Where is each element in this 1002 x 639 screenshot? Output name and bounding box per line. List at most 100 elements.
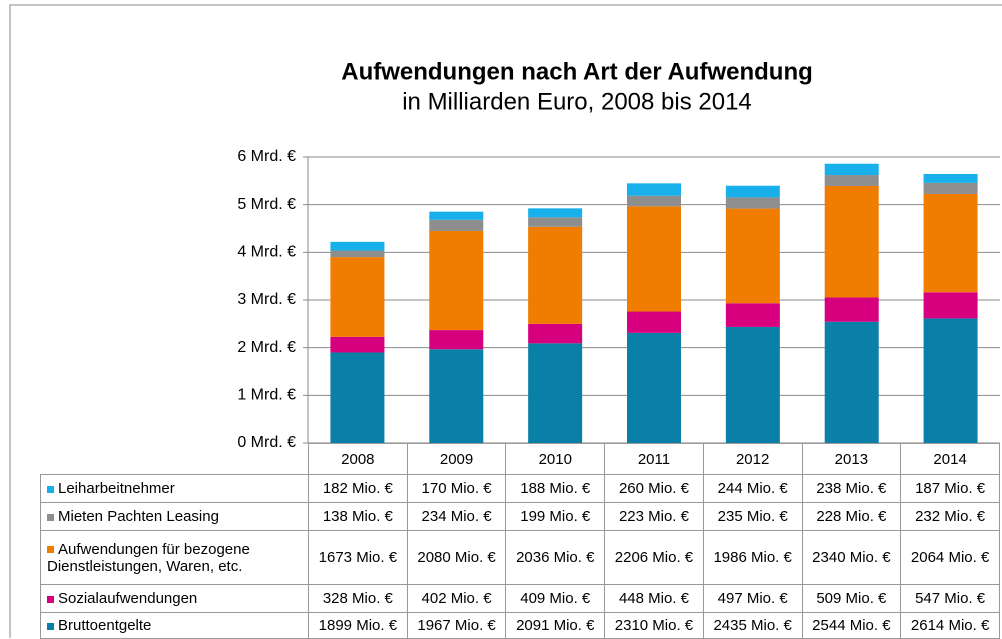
- bar-segment: [725, 197, 780, 209]
- bar-segment: [330, 336, 385, 353]
- table-value: 138 Mio. €: [308, 502, 408, 531]
- bar-segment: [528, 208, 583, 218]
- table-value: 238 Mio. €: [801, 474, 902, 503]
- header-row: 2008 2009 2010 2011 2012 2013 2014: [41, 443, 1000, 475]
- bar-segment: [824, 321, 879, 443]
- bar-segment: [429, 219, 484, 231]
- y-tick-label: 2 Mrd. €: [237, 339, 296, 356]
- bar-segment: [429, 330, 484, 350]
- legend-label: Mieten Pachten Leasing: [58, 508, 219, 525]
- bar-segment: [824, 163, 879, 176]
- x-tick-label: 2012: [702, 443, 803, 475]
- table-value: 497 Mio. €: [702, 584, 803, 613]
- y-tick-label: 1 Mrd. €: [237, 387, 296, 404]
- bar-segment: [923, 193, 978, 293]
- table-value: 2206 Mio. €: [604, 530, 704, 585]
- table-value: 260 Mio. €: [604, 474, 704, 503]
- table-value: 232 Mio. €: [900, 502, 1000, 531]
- table-value: 187 Mio. €: [900, 474, 1000, 503]
- blank-cell: [41, 444, 309, 475]
- table-value: 2036 Mio. €: [505, 530, 606, 585]
- y-tick-label: 6 Mrd. €: [237, 148, 296, 165]
- x-tick-label: 2008: [308, 443, 408, 475]
- table-row: Aufwendungen für bezogene Dienstleistung…: [40, 530, 1000, 585]
- table-value: 2614 Mio. €: [900, 612, 1000, 639]
- legend-key: [47, 546, 54, 554]
- bar-segment: [725, 208, 780, 304]
- legend-key: [47, 595, 54, 603]
- table-row: Mieten Pachten Leasing 138 Mio. €234 Mio.…: [40, 502, 1000, 531]
- bar-segment: [923, 292, 978, 319]
- table-value: 235 Mio. €: [702, 502, 803, 531]
- y-tick-label: 0 Mrd. €: [237, 434, 296, 451]
- bar-segment: [330, 257, 385, 337]
- table-value: 2310 Mio. €: [604, 612, 704, 639]
- table-value: 448 Mio. €: [604, 584, 704, 613]
- table-value: 402 Mio. €: [406, 584, 507, 613]
- table-value: 2340 Mio. €: [801, 530, 902, 585]
- legend-key: [47, 622, 54, 630]
- bar-segment: [528, 217, 583, 227]
- x-tick-label: 2013: [801, 443, 902, 475]
- x-tick-label: 2014: [900, 443, 1000, 475]
- bar-segment: [627, 206, 681, 312]
- table-value: 1986 Mio. €: [702, 530, 803, 585]
- bar-segment: [824, 297, 879, 322]
- bar-segment: [725, 185, 780, 198]
- table-value: 547 Mio. €: [900, 584, 1000, 613]
- table-value: 170 Mio. €: [406, 474, 507, 503]
- table-value: 223 Mio. €: [604, 502, 704, 531]
- table-value: 228 Mio. €: [801, 502, 902, 531]
- bar-segment: [330, 241, 385, 251]
- legend-key: [47, 513, 54, 521]
- bar-segment: [923, 318, 978, 443]
- bar-segment: [429, 349, 484, 443]
- table-value: 2080 Mio. €: [406, 530, 507, 585]
- bar-segment: [627, 311, 681, 333]
- bar-segment: [824, 185, 879, 298]
- x-tick-label: 2010: [505, 443, 606, 475]
- y-tick-label: 4 Mrd. €: [237, 244, 296, 261]
- y-tick-label: 5 Mrd. €: [237, 196, 296, 213]
- bar-segment: [627, 195, 681, 207]
- legend-key: [47, 485, 54, 493]
- legend-label: Leiharbeitnehmer: [58, 480, 175, 497]
- bar-segment: [330, 250, 385, 258]
- bar-segment: [923, 182, 978, 194]
- data-table: 2008 2009 2010 2011 2012 2013 2014 Leiharbeitne…: [40, 443, 1000, 639]
- table-value: 188 Mio. €: [505, 474, 606, 503]
- table-value: 328 Mio. €: [308, 584, 408, 613]
- legend-cell: Mieten Pachten Leasing: [40, 502, 309, 531]
- bar-segment: [528, 343, 583, 443]
- bar-segment: [429, 211, 484, 220]
- table-value: 2091 Mio. €: [505, 612, 606, 639]
- legend-cell: Aufwendungen für bezogene Dienstleistung…: [40, 530, 309, 585]
- x-tick-label: 2011: [604, 443, 704, 475]
- bar-segment: [627, 332, 681, 443]
- table-value: 509 Mio. €: [801, 584, 902, 613]
- legend-label: Sozialaufwendungen: [58, 590, 198, 607]
- bar-segment: [725, 326, 780, 443]
- table-value: 2064 Mio. €: [900, 530, 1000, 585]
- table-value: 182 Mio. €: [308, 474, 408, 503]
- legend-cell: Sozialaufwendungen: [40, 584, 309, 613]
- table-value: 234 Mio. €: [406, 502, 507, 531]
- table-value: 1673 Mio. €: [308, 530, 408, 585]
- table-value: 1967 Mio. €: [406, 612, 507, 639]
- bar-segment: [528, 323, 583, 344]
- chart-border: [9, 4, 1002, 638]
- legend-label: Aufwendungen für bezogene Dienstleistung…: [47, 540, 250, 575]
- bar-segment: [330, 352, 385, 443]
- legend-cell: Bruttoentgelte: [40, 612, 309, 639]
- bar-segment: [528, 226, 583, 324]
- table-value: 2544 Mio. €: [801, 612, 902, 639]
- table-value: 199 Mio. €: [505, 502, 606, 531]
- bar-segment: [627, 183, 681, 196]
- chart-title: Aufwendungen nach Art der Aufwendung: [341, 58, 813, 85]
- legend-cell: Leiharbeitnehmer: [40, 474, 309, 503]
- chart-subtitle: in Milliarden Euro, 2008 bis 2014: [402, 88, 752, 115]
- table-row: Sozialaufwendungen 328 Mio. €402 Mio. €40…: [40, 584, 1000, 613]
- table-row: Bruttoentgelte 1899 Mio. €1967 Mio. €2091…: [40, 612, 1000, 639]
